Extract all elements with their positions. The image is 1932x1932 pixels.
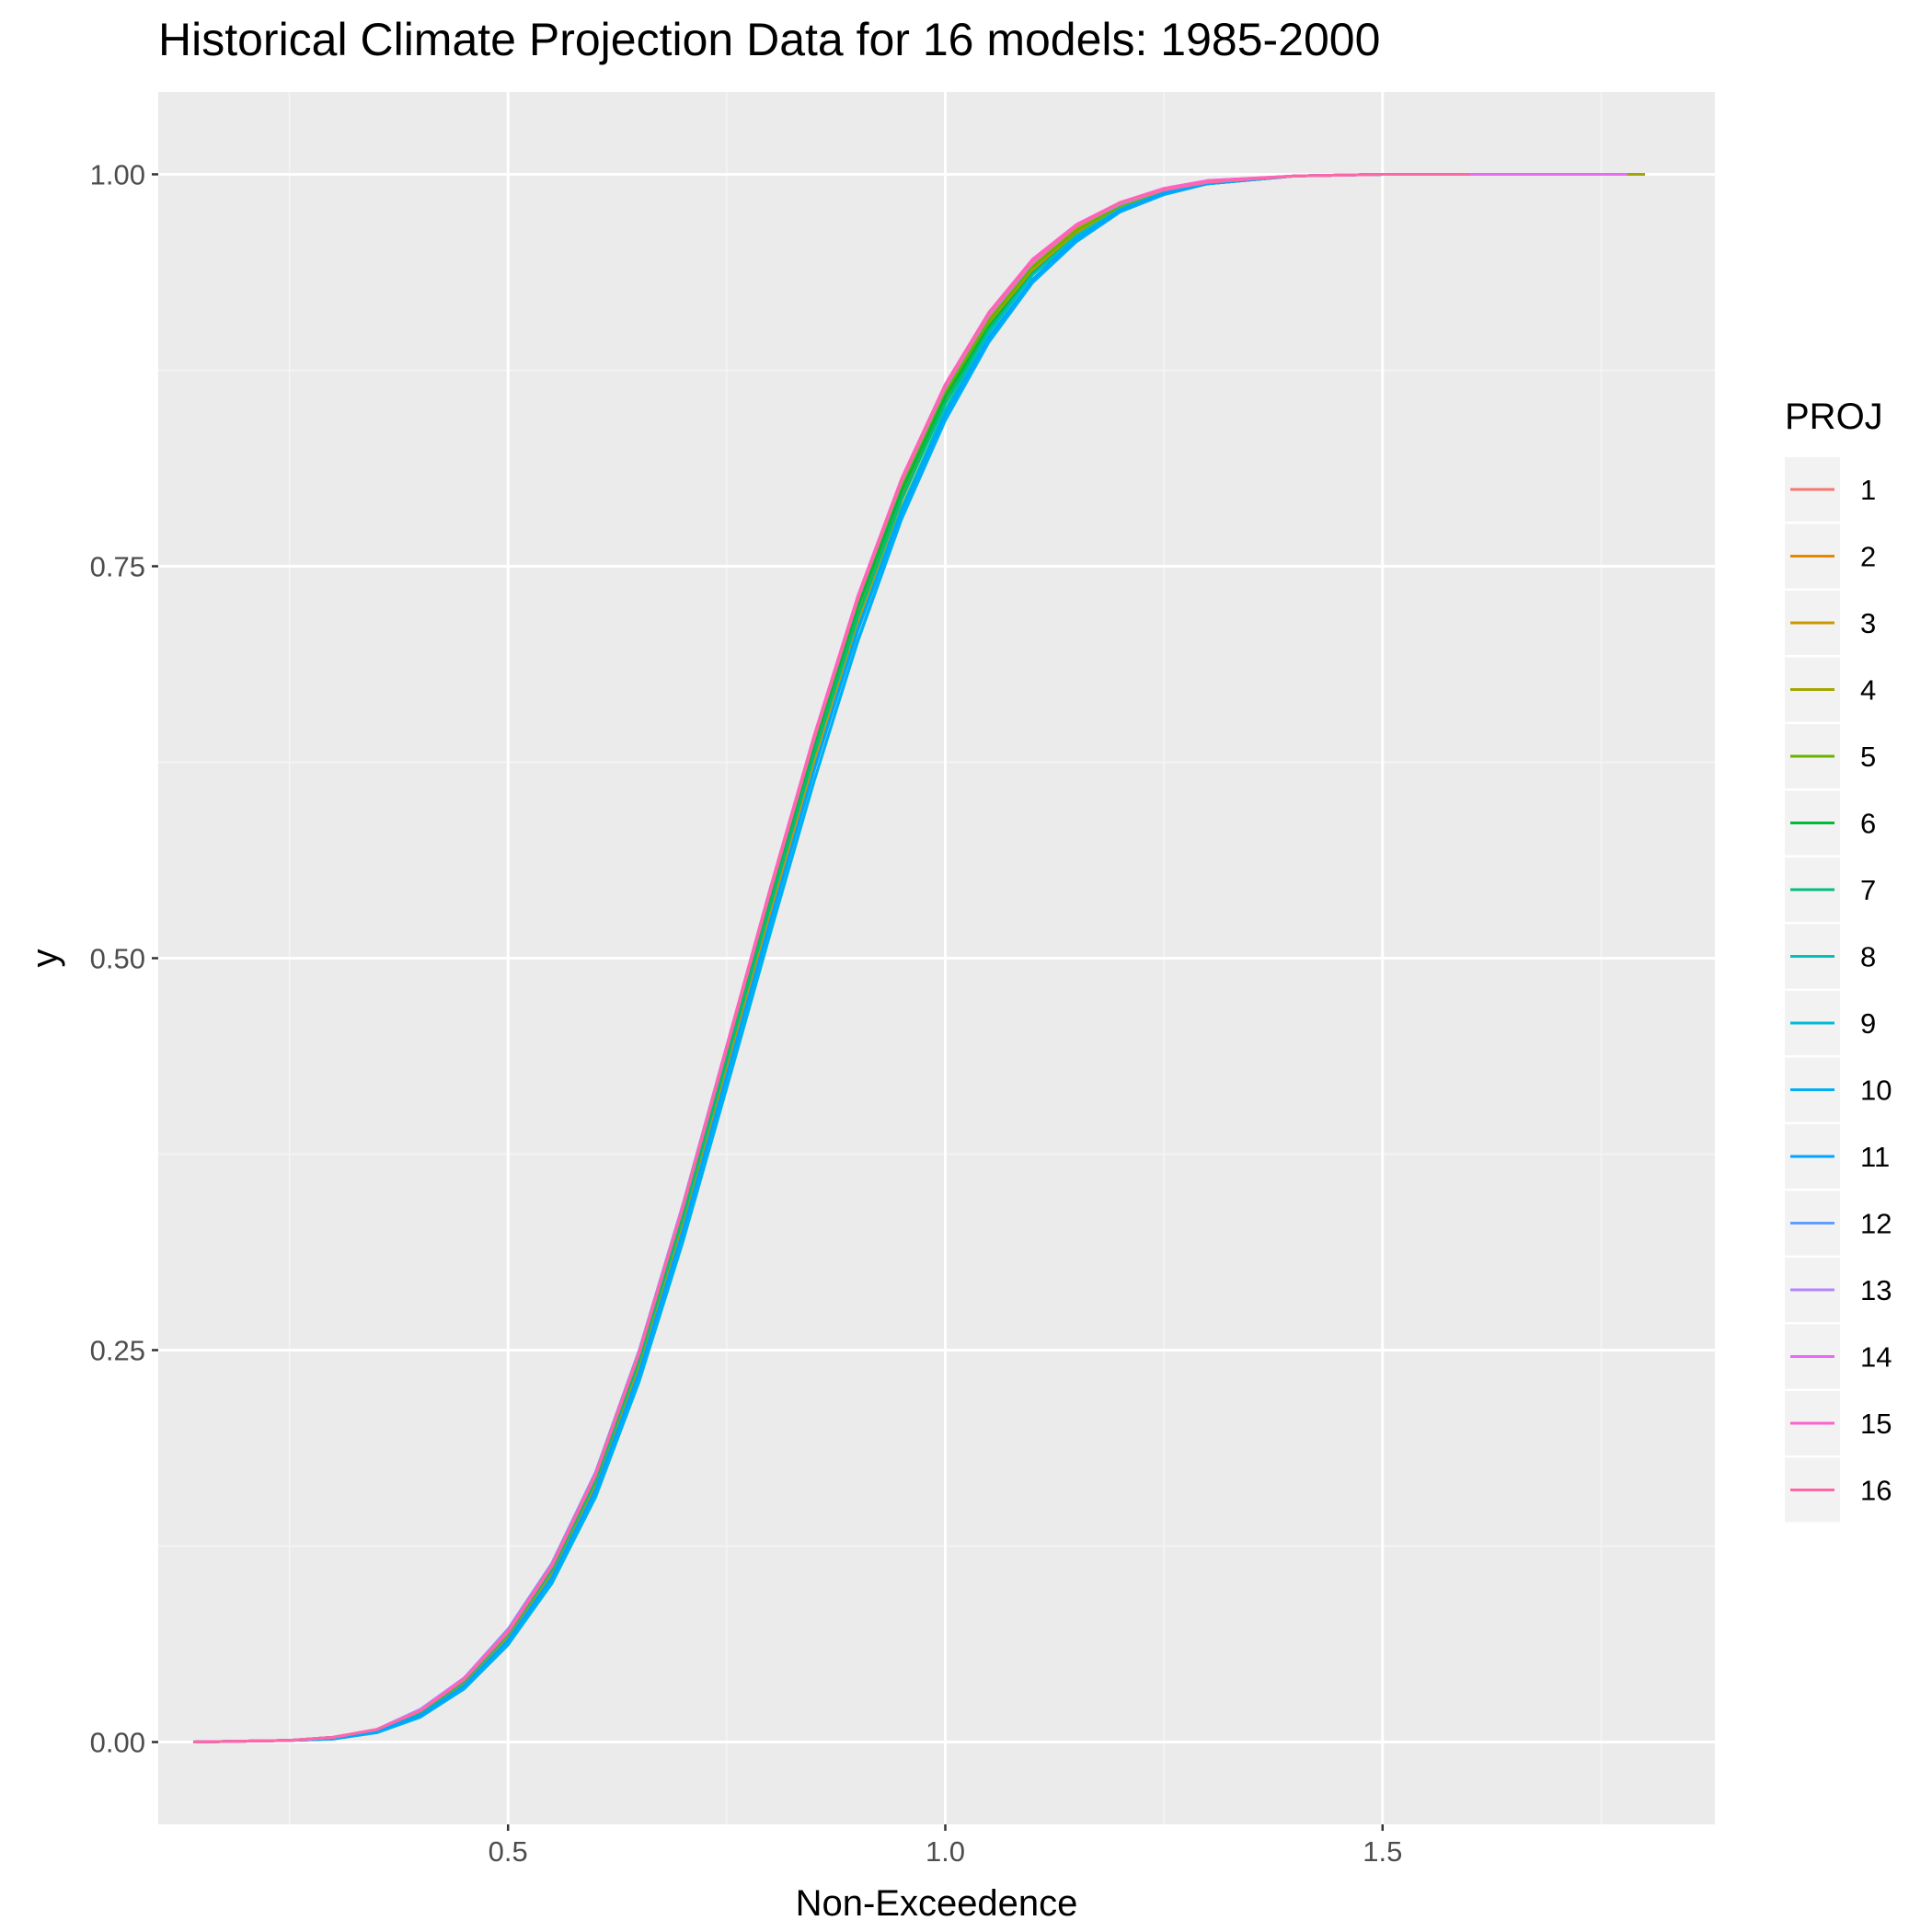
legend-title: PROJ [1785, 397, 1883, 437]
legend-item-14: 14 [1785, 1324, 1892, 1389]
legend-label: 13 [1860, 1274, 1892, 1306]
legend-label: 6 [1860, 808, 1876, 840]
y-axis-title: y [25, 949, 65, 968]
legend-item-6: 6 [1785, 790, 1876, 856]
legend-item-10: 10 [1785, 1057, 1892, 1122]
legend-label: 5 [1860, 741, 1876, 773]
legend-item-3: 3 [1785, 591, 1876, 655]
y-tick-label: 0.25 [90, 1335, 145, 1367]
legend-item-12: 12 [1785, 1190, 1892, 1256]
legend-label: 1 [1860, 474, 1876, 506]
x-tick-label: 1.0 [926, 1835, 965, 1868]
legend-item-9: 9 [1785, 991, 1876, 1055]
legend-item-13: 13 [1785, 1258, 1892, 1322]
y-tick-label: 0.50 [90, 943, 145, 975]
series-line-11 [192, 173, 1470, 1743]
series-lines [192, 173, 1645, 1743]
legend-item-5: 5 [1785, 724, 1876, 788]
legend-label: 12 [1860, 1208, 1892, 1240]
legend-item-11: 11 [1785, 1124, 1890, 1189]
x-axis-title: Non-Exceedence [796, 1883, 1078, 1924]
legend-item-1: 1 [1785, 457, 1876, 522]
x-tick-label: 1.5 [1363, 1835, 1402, 1868]
y-tick-label: 1.00 [90, 158, 145, 190]
legend-item-4: 4 [1785, 657, 1876, 722]
y-tick-label: 0.75 [90, 550, 145, 582]
legend-label: 14 [1860, 1341, 1892, 1374]
x-axis: 0.5 1.0 1.5 [489, 1824, 1402, 1868]
chart-title: Historical Climate Projection Data for 1… [158, 14, 1381, 65]
legend-label: 10 [1860, 1075, 1892, 1107]
legend-label: 7 [1860, 874, 1876, 906]
legend-label: 8 [1860, 941, 1876, 973]
y-tick-label: 0.00 [90, 1727, 145, 1759]
series-line-10 [192, 173, 1470, 1743]
legend-label: 11 [1860, 1141, 1890, 1173]
y-axis: 0.00 0.25 0.50 0.75 1.00 [90, 158, 158, 1759]
legend-item-8: 8 [1785, 924, 1876, 989]
legend-label: 4 [1860, 674, 1876, 707]
legend-label: 2 [1860, 541, 1876, 573]
x-tick-label: 0.5 [489, 1835, 528, 1868]
legend-item-2: 2 [1785, 523, 1876, 589]
legend-item-16: 16 [1785, 1457, 1892, 1523]
legend-label: 15 [1860, 1408, 1892, 1440]
legend-label: 3 [1860, 607, 1876, 639]
series-line-16 [192, 173, 1470, 1743]
legend-item-7: 7 [1785, 857, 1876, 922]
legend-label: 16 [1860, 1475, 1892, 1507]
legend-item-15: 15 [1785, 1391, 1892, 1455]
legend-label: 9 [1860, 1007, 1876, 1040]
